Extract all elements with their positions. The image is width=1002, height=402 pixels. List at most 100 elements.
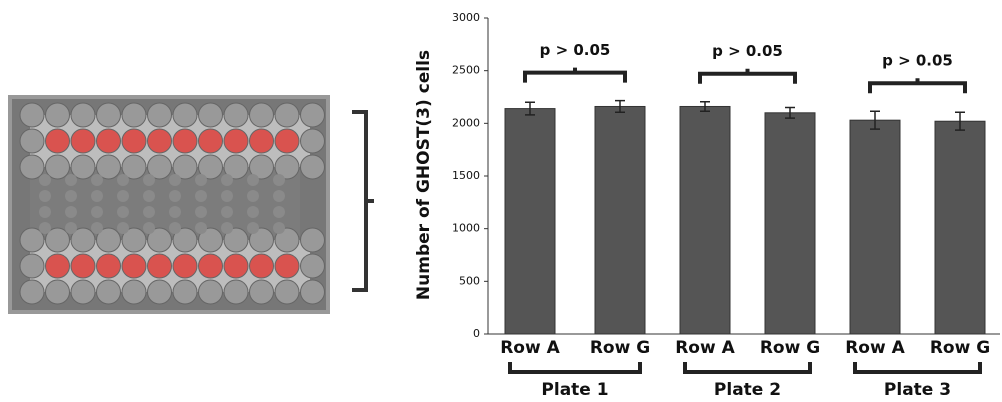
well xyxy=(46,155,70,179)
x-tick-label: Row A xyxy=(845,338,905,358)
sample-well xyxy=(122,129,146,153)
faded-well xyxy=(169,206,181,218)
well xyxy=(224,280,248,304)
sample-well xyxy=(224,254,248,278)
faded-well xyxy=(39,190,51,202)
well xyxy=(20,129,44,153)
well xyxy=(173,103,197,127)
y-axis-label: Number of GHOST(3) cells xyxy=(414,50,434,300)
significance-bracket xyxy=(870,78,965,93)
sample-well xyxy=(46,254,70,278)
faded-well xyxy=(273,222,285,234)
faded-well xyxy=(39,206,51,218)
sample-well xyxy=(148,129,172,153)
well xyxy=(97,280,121,304)
group-bracket xyxy=(685,362,810,372)
faded-well xyxy=(65,222,77,234)
well xyxy=(46,280,70,304)
well xyxy=(20,103,44,127)
faded-well xyxy=(221,190,233,202)
faded-well xyxy=(273,206,285,218)
group-label: Plate 3 xyxy=(884,380,951,400)
well xyxy=(71,280,95,304)
faded-well xyxy=(195,206,207,218)
well xyxy=(122,103,146,127)
well xyxy=(46,103,70,127)
sample-well xyxy=(97,129,121,153)
faded-well xyxy=(65,190,77,202)
well xyxy=(173,280,197,304)
faded-well xyxy=(117,174,129,186)
well xyxy=(20,155,44,179)
x-tick-label: Row A xyxy=(500,338,560,358)
well xyxy=(20,254,44,278)
faded-well xyxy=(247,222,259,234)
sample-well xyxy=(148,254,172,278)
p-value: p > 0.05 xyxy=(882,52,953,70)
sample-well xyxy=(250,129,274,153)
x-tick-label: Row A xyxy=(675,338,735,358)
bar xyxy=(680,106,730,334)
faded-well xyxy=(91,222,103,234)
faded-well xyxy=(91,190,103,202)
well xyxy=(224,103,248,127)
y-tick-label: 2500 xyxy=(452,64,480,77)
well xyxy=(20,280,44,304)
p-value: p > 0.05 xyxy=(540,41,611,59)
x-tick-label: Row G xyxy=(930,338,990,358)
x-tick-label: Row G xyxy=(760,338,820,358)
faded-well xyxy=(117,222,129,234)
faded-well xyxy=(65,174,77,186)
well xyxy=(275,280,299,304)
well xyxy=(275,103,299,127)
faded-well xyxy=(117,206,129,218)
bar xyxy=(850,120,900,334)
faded-well xyxy=(221,222,233,234)
faded-well xyxy=(169,174,181,186)
sample-well xyxy=(173,254,197,278)
well xyxy=(301,129,325,153)
group-bracket xyxy=(510,362,640,372)
well xyxy=(71,103,95,127)
faded-well xyxy=(65,206,77,218)
sample-well xyxy=(199,129,223,153)
bar xyxy=(595,106,645,334)
sample-well xyxy=(173,129,197,153)
sample-well xyxy=(275,254,299,278)
faded-well xyxy=(169,190,181,202)
y-tick-label: 3000 xyxy=(452,11,480,24)
faded-well xyxy=(247,174,259,186)
well xyxy=(122,280,146,304)
faded-well xyxy=(195,190,207,202)
well xyxy=(199,280,223,304)
faded-well xyxy=(195,174,207,186)
x-tick-label: Row G xyxy=(590,338,650,358)
y-tick-label: 1500 xyxy=(452,169,480,182)
y-tick-label: 2000 xyxy=(452,116,480,129)
p-value: p > 0.05 xyxy=(712,42,783,60)
faded-well xyxy=(91,206,103,218)
significance-bracket xyxy=(700,69,795,84)
faded-well xyxy=(273,174,285,186)
faded-well xyxy=(143,222,155,234)
bar xyxy=(935,121,985,334)
sample-well xyxy=(275,129,299,153)
y-tick-label: 0 xyxy=(473,327,480,340)
sample-well xyxy=(250,254,274,278)
group-label: Plate 2 xyxy=(714,380,781,400)
faded-well xyxy=(221,206,233,218)
bar xyxy=(765,113,815,334)
faded-well xyxy=(195,222,207,234)
y-tick-label: 500 xyxy=(459,274,480,287)
sample-well xyxy=(122,254,146,278)
well xyxy=(148,280,172,304)
faded-well xyxy=(143,206,155,218)
sample-well xyxy=(71,254,95,278)
faded-well xyxy=(39,222,51,234)
row-bracket xyxy=(352,112,374,290)
faded-well xyxy=(39,174,51,186)
faded-well xyxy=(143,174,155,186)
sample-well xyxy=(46,129,70,153)
faded-well xyxy=(221,174,233,186)
sample-well xyxy=(71,129,95,153)
